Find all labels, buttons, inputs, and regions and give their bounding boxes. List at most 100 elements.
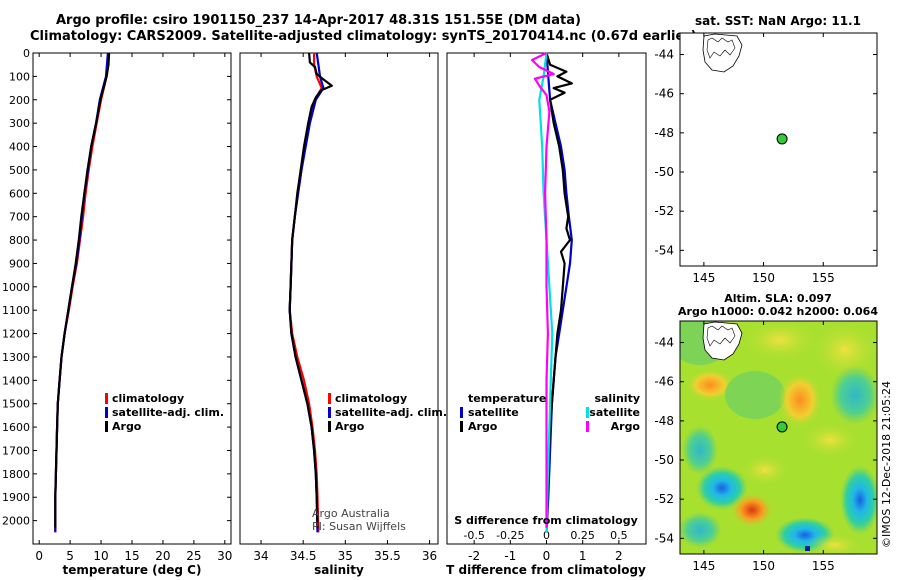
series-line-argo	[54, 52, 111, 528]
salinity-axes-frame	[239, 52, 439, 545]
depth-tick-label: 1400	[2, 374, 30, 387]
imos-stamp: ©IMOS 12-Dec-2018 21:05:24	[880, 381, 893, 548]
map-x-tick-label: 145	[692, 559, 715, 573]
depth-tick-label: 700	[9, 211, 30, 224]
x-tick-label: 30	[217, 549, 232, 563]
salinity-lines	[288, 52, 333, 533]
salinity-panel: 34 34.5 35 35.5 36 salinity climatology sate…	[239, 52, 447, 577]
x-tick-label: 34	[253, 549, 268, 563]
sla-map-title-2: Argo h1000: 0.042 h2000: 0.064	[678, 305, 878, 318]
temperature-x-axis: 0 5 10 15 20 25 30	[35, 53, 232, 563]
depth-tick-label: 1000	[2, 281, 30, 294]
depth-tick-label: 2000	[2, 515, 30, 528]
map-x-tick-label: 150	[752, 559, 775, 573]
credit-line-2: PI: Susan Wijffels	[312, 520, 406, 533]
map-x-tick-label: 155	[812, 559, 835, 573]
x-tick-label: 1	[579, 549, 587, 563]
sst-map-panel: sat. SST: NaN Argo: 11.1 -44 -46 -48 -50 -52…	[654, 14, 878, 285]
x-tick-label: 35	[338, 549, 353, 563]
s-difference-axis: -0.5 -0.25 0 0.25 0.5	[463, 529, 627, 542]
depth-tick-label: 1800	[2, 468, 30, 481]
depth-tick-label: 1500	[2, 398, 30, 411]
s-tick-label: 0	[543, 529, 550, 542]
sla-heatmap	[680, 321, 877, 554]
x-tick-label: 0	[543, 549, 551, 563]
legend-label-satellite: satellite-adj. clim.	[112, 406, 224, 419]
coastline-outline	[702, 33, 743, 73]
depth-axis: 0 100 200 300 400 500 600 700 800 900 1000 1100 1200…	[2, 47, 646, 528]
legend-swatch-satellite	[328, 407, 331, 418]
salinity-xlabel: salinity	[314, 563, 364, 577]
s-tick-label: -0.5	[463, 529, 484, 542]
coastline-detail	[706, 37, 736, 59]
sst-map-y-axis: -44 -46 -48 -50 -52 -54	[654, 48, 877, 257]
legend-swatch-argo	[105, 421, 108, 432]
sst-map-frame	[679, 32, 878, 267]
coastline-detail	[706, 325, 736, 347]
depth-tick-label: 200	[9, 94, 30, 107]
figure-title-line2: Climatology: CARS2009. Satellite-adjuste…	[30, 29, 697, 44]
map-x-tick-label: 150	[752, 271, 775, 285]
sla-map-panel: Altim. SLA: 0.097 Argo h1000: 0.042 h200…	[654, 292, 878, 573]
sla-map-x-axis: 145 150 155	[692, 321, 835, 573]
map-y-tick-label: -50	[654, 453, 674, 467]
sla-map-title-1: Altim. SLA: 0.097	[724, 292, 831, 305]
difference-legend-temperature: temperature satellite Argo	[460, 392, 546, 433]
s-tick-label: 0.25	[570, 529, 595, 542]
legend-label-t-argo: Argo	[468, 420, 498, 433]
legend-label-climatology: climatology	[335, 392, 407, 405]
x-tick-label: 36	[422, 549, 437, 563]
legend-label-s-satellite: satellite	[589, 406, 640, 419]
sst-map-title: sat. SST: NaN Argo: 11.1	[695, 14, 861, 28]
temperature-xlabel: temperature (deg C)	[63, 563, 202, 577]
credit-line-1: Argo Australia	[312, 507, 390, 520]
legend-swatch-satellite	[105, 407, 108, 418]
x-tick-label: 35.5	[374, 549, 401, 563]
difference-lines	[530, 52, 573, 533]
depth-tick-label: 1600	[2, 421, 30, 434]
depth-tick-label: 0	[23, 47, 30, 60]
map-x-tick-label: 145	[692, 271, 715, 285]
series-line-temperature-argo	[545, 52, 573, 528]
map-y-tick-label: -46	[654, 375, 674, 389]
depth-tick-label: 800	[9, 234, 30, 247]
depth-tick-label: 500	[9, 164, 30, 177]
figure-title-line1: Argo profile: csiro 1901150_237 14-Apr-2…	[56, 13, 581, 28]
legend-title-salinity: salinity	[594, 392, 640, 405]
legend-label-argo: Argo	[335, 420, 365, 433]
map-y-tick-label: -48	[654, 126, 674, 140]
legend-swatch-t-argo	[460, 421, 463, 432]
x-tick-label: 34.5	[290, 549, 317, 563]
map-y-tick-label: -52	[654, 204, 674, 218]
sla-map-frame	[679, 320, 878, 555]
legend-swatch-t-satellite	[460, 407, 463, 418]
depth-tick-label: 100	[9, 70, 30, 83]
map-y-tick-label: -52	[654, 492, 674, 506]
temperature-lines	[54, 52, 111, 533]
legend-swatch-climatology	[328, 393, 331, 404]
x-tick-label: -2	[468, 549, 480, 563]
s-tick-label: -0.25	[496, 529, 524, 542]
x-tick-label: 0	[35, 549, 43, 563]
depth-tick-label: 1100	[2, 304, 30, 317]
salinity-x-axis: 34 34.5 35 35.5 36	[253, 53, 437, 563]
temperature-panel: 0100200300400500600700800900100011001200…	[2, 47, 646, 577]
depth-tick-label: 600	[9, 187, 30, 200]
map-y-tick-label: -54	[654, 243, 674, 257]
argo-position-marker	[776, 421, 788, 433]
series-line-salinity-argo	[530, 52, 555, 528]
depth-tick-label: 1900	[2, 491, 30, 504]
x-tick-label: 10	[93, 549, 108, 563]
depth-tick-label: 900	[9, 257, 30, 270]
legend-swatch-argo	[328, 421, 331, 432]
series-line-argo	[288, 52, 333, 528]
x-tick-label: 25	[186, 549, 201, 563]
difference-panel: -2 -1 0 1 2 -0.5 -0.25 0 0.25 0.5 T difference f…	[446, 52, 647, 577]
legend-swatch-s-satellite	[586, 407, 589, 418]
difference-legend-salinity: salinity satellite Argo	[586, 392, 640, 433]
legend-label-climatology: climatology	[112, 392, 184, 405]
t-difference-xlabel: T difference from climatology	[446, 563, 646, 577]
legend-label-t-satellite: satellite	[468, 406, 519, 419]
depth-tick-label: 300	[9, 117, 30, 130]
